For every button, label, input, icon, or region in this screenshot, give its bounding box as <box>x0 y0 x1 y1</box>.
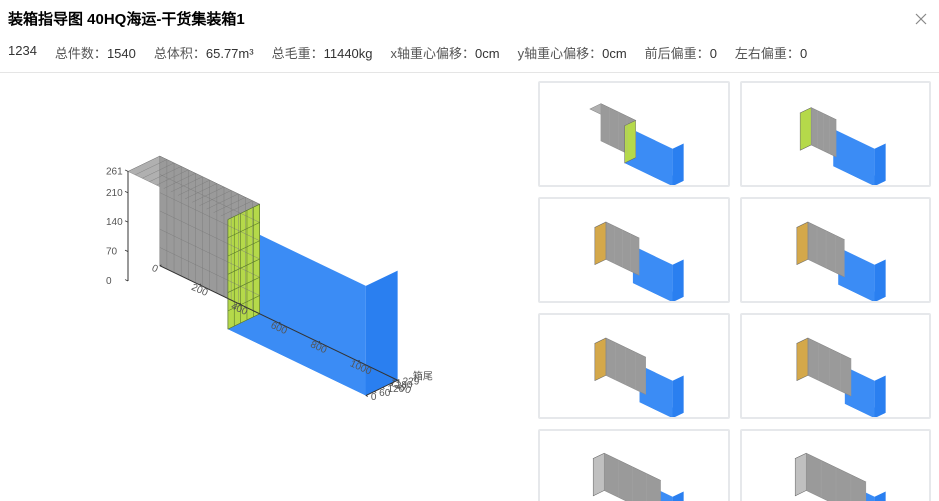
thumbnail-4[interactable] <box>538 313 730 419</box>
svg-text:60: 60 <box>379 388 391 399</box>
main-3d-view[interactable]: 2612101407000200400600800100012002291801… <box>8 81 528 411</box>
stat-volume: 总体积：65.77m³ <box>154 43 254 62</box>
thumbnail-1[interactable] <box>740 81 932 187</box>
stat-y-offset: y轴重心偏移：0cm <box>518 43 627 62</box>
stat-fb-offset: 前后偏重：0 <box>645 43 717 62</box>
thumbnail-2[interactable] <box>538 197 730 303</box>
thumbnail-5[interactable] <box>740 313 932 419</box>
stats-bar: 1234 总件数：1540 总体积：65.77m³ 总毛重：11440kg x轴… <box>0 29 939 73</box>
stat-weight: 总毛重：11440kg <box>272 43 373 62</box>
svg-text:70: 70 <box>106 247 118 258</box>
thumbnail-6[interactable] <box>538 429 730 501</box>
stat-x-offset: x轴重心偏移：0cm <box>391 43 500 62</box>
stat-lr-offset: 左右偏重：0 <box>735 43 807 62</box>
close-button[interactable] <box>911 9 931 29</box>
close-icon <box>915 13 927 25</box>
thumbnail-0[interactable] <box>538 81 730 187</box>
svg-text:0: 0 <box>150 263 160 275</box>
thumbnail-3[interactable] <box>740 197 932 303</box>
svg-text:140: 140 <box>106 217 123 228</box>
stat-id: 1234 <box>8 43 37 62</box>
svg-text:210: 210 <box>106 188 123 199</box>
page-title: 装箱指导图 40HQ海运-干货集装箱1 <box>8 8 245 29</box>
svg-text:261: 261 <box>106 166 123 177</box>
svg-text:0: 0 <box>371 392 377 403</box>
thumbnail-7[interactable] <box>740 429 932 501</box>
thumbnail-grid <box>528 73 939 501</box>
svg-text:0: 0 <box>106 276 112 287</box>
svg-text:箱尾: 箱尾 <box>413 370 433 383</box>
stat-count: 总件数：1540 <box>55 43 136 62</box>
